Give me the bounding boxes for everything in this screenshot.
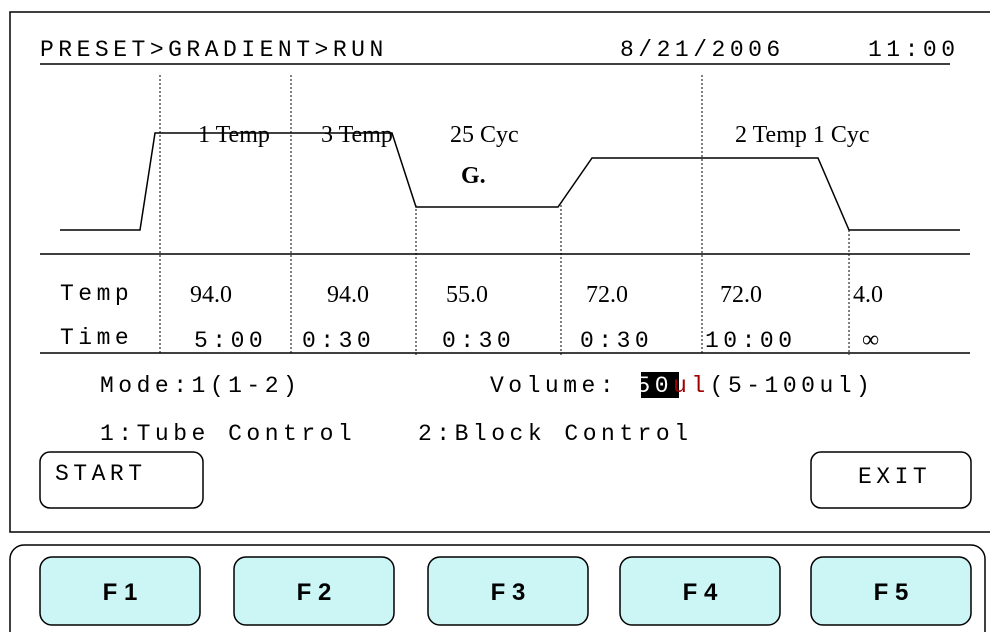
start-label[interactable]: START <box>55 461 147 487</box>
segment-label: 25 Cyc <box>450 122 519 148</box>
exit-button[interactable] <box>810 451 972 509</box>
start-button[interactable] <box>39 451 204 509</box>
function-key[interactable] <box>39 556 201 626</box>
temp-cell: 72.0 <box>586 282 628 308</box>
time-cell: 0:30 <box>580 328 653 354</box>
function-key[interactable] <box>619 556 781 626</box>
function-keys: F 1 F 2 F 3 F 4 F 5 <box>39 556 972 626</box>
display-frame <box>9 11 990 533</box>
function-key[interactable] <box>427 556 589 626</box>
temp-cell: 72.0 <box>720 282 762 308</box>
volume-highlight <box>641 372 679 398</box>
time-cell: ∞ <box>862 327 879 353</box>
volume-unit: ul <box>673 373 710 399</box>
segment-label: 2 Temp 1 Cyc <box>735 122 870 148</box>
volume: Volume: 50ul(5-100ul) <box>490 373 874 399</box>
time-cell: 10:00 <box>705 328 797 354</box>
control-option: 1:Tube Control <box>100 421 356 447</box>
function-key-label[interactable]: F 4 <box>683 579 718 606</box>
volume-value[interactable]: 50 <box>636 373 673 399</box>
clock: 11:00 <box>868 37 960 63</box>
time-cell: 0:30 <box>302 328 375 354</box>
temperature-profile <box>60 132 960 231</box>
row-label: Time <box>60 325 133 351</box>
function-key-label[interactable]: F 1 <box>103 579 138 606</box>
temp-cell: 94.0 <box>327 282 369 308</box>
time-cell: 0:30 <box>442 328 515 354</box>
segment-label: 1 Temp <box>198 122 270 148</box>
temp-cell: 4.0 <box>853 282 883 308</box>
function-key[interactable] <box>810 556 972 626</box>
volume-label: Volume: <box>490 373 636 399</box>
segment-dividers <box>159 75 850 355</box>
temp-cell: 55.0 <box>446 282 488 308</box>
breadcrumb: PRESET>GRADIENT>RUN <box>40 37 388 63</box>
gradient-marker: G. <box>461 163 486 189</box>
date: 8/21/2006 <box>620 37 785 63</box>
function-key-label[interactable]: F 3 <box>491 579 526 606</box>
temp-cell: 94.0 <box>190 282 232 308</box>
control-option: 2:Block Control <box>418 421 693 447</box>
exit-label[interactable]: EXIT <box>858 464 931 490</box>
function-key-label[interactable]: F 2 <box>297 579 332 606</box>
mode: Mode:1(1-2) <box>100 373 301 399</box>
row-label: Temp <box>60 281 133 307</box>
function-key[interactable] <box>233 556 395 626</box>
volume-range: (5-100ul) <box>710 373 875 399</box>
segment-label: 3 Temp <box>321 122 393 148</box>
time-cell: 5:00 <box>194 328 267 354</box>
function-key-label[interactable]: F 5 <box>874 579 909 606</box>
